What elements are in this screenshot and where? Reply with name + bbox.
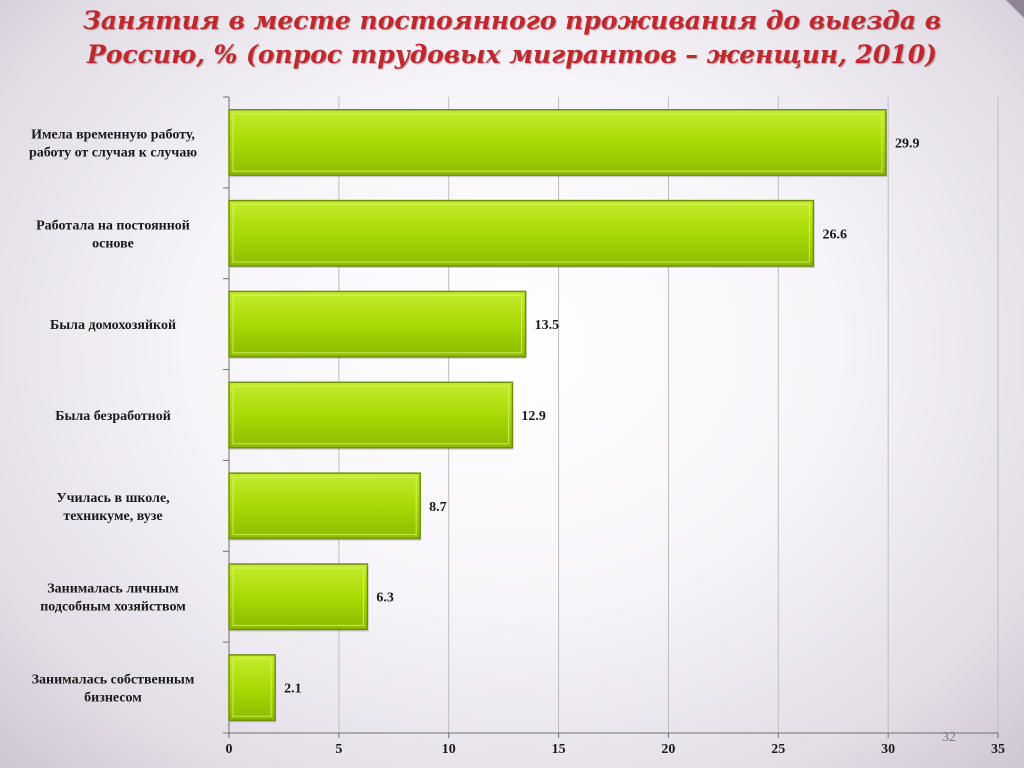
category-label-line: бизнесом xyxy=(84,691,142,706)
bar-bevel xyxy=(232,567,364,626)
labels-layer: 0 5 10 15 20 25 30 35 29.9 Имела временную работу… xyxy=(29,127,1005,757)
value-label: 26.6 xyxy=(822,227,847,242)
category-label: Работала на постоянной основе xyxy=(36,218,190,251)
category-label-line: подсобным хозяйством xyxy=(40,600,186,615)
bar-bevel xyxy=(232,204,810,263)
bar-7 xyxy=(228,654,277,723)
bar-6 xyxy=(228,563,369,632)
bar-5 xyxy=(228,472,422,541)
x-tick-label: 20 xyxy=(661,742,675,757)
value-label: 2.1 xyxy=(284,682,302,697)
x-tick-label: 25 xyxy=(771,742,785,757)
category-label-line: Работала на постоянной xyxy=(36,218,190,233)
category-label-line: техникуме, вузе xyxy=(63,509,162,524)
chart-title: Занятия в месте постоянного проживания д… xyxy=(82,6,942,69)
category-label-line: Имела временную работу, xyxy=(31,127,195,142)
category-label: Занималась собственным бизнесом xyxy=(32,673,195,706)
bar xyxy=(228,290,527,358)
value-label: 8.7 xyxy=(429,500,447,515)
category-label: Занималась личным подсобным хозяйством xyxy=(40,582,186,615)
category-label-line: Была безработной xyxy=(55,409,171,424)
bar xyxy=(228,199,815,267)
category-label-line: Занималась личным xyxy=(47,582,179,597)
category-label-line: основе xyxy=(92,236,134,251)
bar xyxy=(228,108,887,176)
bar xyxy=(228,381,514,449)
bar-2 xyxy=(228,199,815,268)
value-label: 29.9 xyxy=(895,136,920,151)
bar xyxy=(228,654,276,722)
category-label-line: Училась в школе, xyxy=(56,491,169,506)
category-label: Была безработной xyxy=(55,409,171,424)
bar-bevel xyxy=(232,385,509,445)
category-label: Была домохозяйкой xyxy=(50,318,176,333)
category-label-line: Занималась собственным xyxy=(32,673,195,688)
x-tick-label: 0 xyxy=(226,742,233,757)
bar-bevel xyxy=(232,658,272,717)
bar-4 xyxy=(228,381,514,450)
value-label: 13.5 xyxy=(535,318,560,333)
bar-1 xyxy=(228,108,887,178)
x-tick-label: 5 xyxy=(335,742,342,757)
category-label: Имела временную работу, работу от случая … xyxy=(29,127,197,160)
bar-bevel xyxy=(232,294,523,354)
x-tick-label: 30 xyxy=(881,742,895,757)
slide-number: 32 xyxy=(942,730,956,745)
bar xyxy=(228,563,369,631)
x-tick-label: 10 xyxy=(442,742,456,757)
corner-decoration xyxy=(1006,0,1024,18)
x-tick-label: 15 xyxy=(552,742,566,757)
bar xyxy=(228,472,421,540)
value-label: 6.3 xyxy=(376,591,394,606)
value-label: 12.9 xyxy=(521,409,546,424)
category-label-line: Была домохозяйкой xyxy=(50,318,176,333)
category-label-line: работу от случая к случаю xyxy=(29,145,197,160)
bar-bevel xyxy=(232,113,883,172)
bar-3 xyxy=(228,290,527,359)
bars-layer xyxy=(228,108,887,723)
x-tick-label: 35 xyxy=(991,742,1005,757)
bar-bevel xyxy=(232,476,417,536)
category-label: Училась в школе, техникуме, вузе xyxy=(56,491,169,524)
